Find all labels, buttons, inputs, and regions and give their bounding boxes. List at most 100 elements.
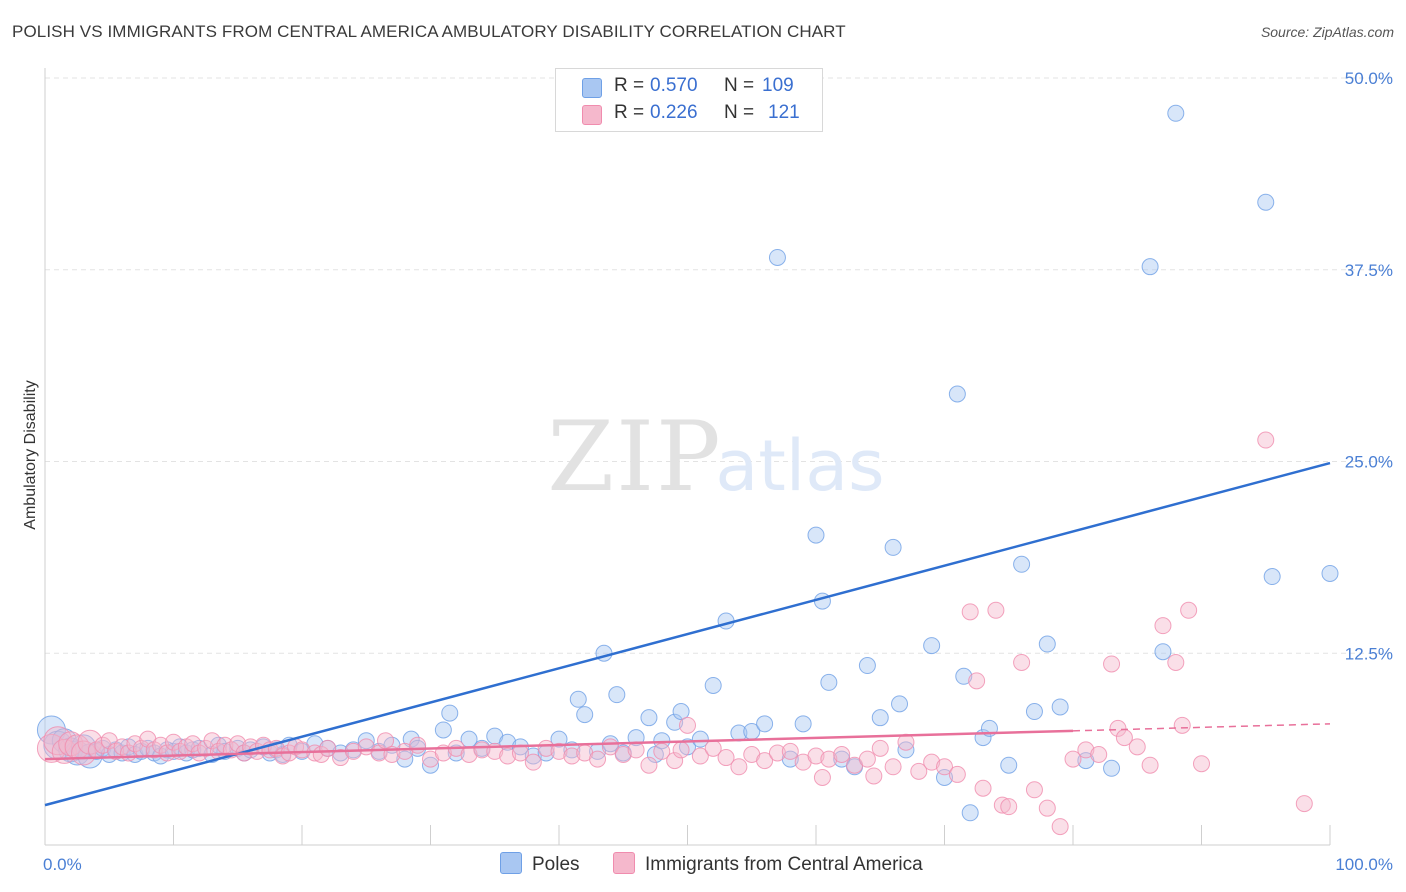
point-0-67 [640,709,658,727]
point-1-94 [936,758,953,776]
tick-labels: 12.5% 25.0% 37.5% 50.0% 0.0% 100.0% [43,69,1393,874]
legend-n-value: 121 [768,102,800,123]
point-0-84 [820,673,838,691]
point-0-89 [884,538,902,556]
point-1-39 [293,741,311,759]
point-0-96 [961,804,979,822]
bottom-legend-swatch-poles [500,852,522,874]
legend-n-label: N = [724,102,755,123]
point-0-79 [768,248,786,266]
point-1-85 [833,745,851,763]
point-1-71 [672,741,690,759]
point-1-112 [1128,738,1146,756]
point-0-55 [524,747,542,765]
point-1-50 [409,736,427,754]
point-1-101 [1000,798,1018,816]
legend: R = 0.570 N = 109 R = 0.226 N = 121 [555,68,823,132]
point-0-105 [1103,759,1121,777]
point-0-88 [871,709,889,727]
point-1-19 [165,733,182,751]
point-1-25 [203,732,221,750]
axes [44,68,1331,846]
legend-swatch-central-america [582,105,602,125]
point-1-22 [184,735,202,753]
point-1-95 [948,765,966,783]
point-1-68 [640,756,658,774]
point-0-102 [1038,635,1056,653]
source-label: Source: ZipAtlas.com [1260,24,1394,40]
bottom-legend-swatch-central-america [613,852,635,874]
point-1-72 [679,716,696,734]
point-0-46 [422,756,439,774]
point-0-95 [955,667,973,685]
point-1-119 [1257,431,1275,449]
point-1-80 [781,742,799,760]
point-0-38 [332,744,350,762]
point-1-61 [550,742,568,760]
point-1-105 [1051,818,1069,836]
legend-r-label: R = [614,75,645,96]
point-1-102 [1013,653,1031,671]
point-1-118 [1193,755,1210,773]
point-0-111 [1167,104,1185,122]
point-1-114 [1154,617,1172,635]
point-0-64 [608,686,626,704]
point-1-87 [858,750,876,768]
point-1-84 [820,750,838,768]
point-0-82 [807,526,825,544]
point-1-96 [961,603,979,621]
point-1-64 [589,750,607,768]
point-1-97 [968,672,986,690]
point-0-94 [948,385,966,403]
point-0-57 [550,730,568,748]
point-0-59 [569,690,587,708]
y-tick-label-1: 25.0% [1345,453,1393,472]
point-1-62 [563,747,581,765]
trend-line-1 [44,729,1074,761]
watermark-atlas: atlas [715,425,884,507]
point-0-108 [1257,193,1275,211]
point-1-29 [229,735,247,753]
point-1-113 [1141,756,1159,774]
point-1-66 [614,745,632,763]
point-0-81 [794,715,812,733]
point-0-99 [1000,756,1018,774]
point-1-100 [993,796,1011,814]
point-1-69 [653,742,671,760]
point-1-117 [1180,601,1198,619]
point-1-110 [1109,719,1127,737]
chart-title: POLISH VS IMMIGRANTS FROM CENTRAL AMERIC… [12,22,846,41]
point-1-76 [730,758,748,776]
watermark-zip: ZIP [547,401,722,513]
point-0-87 [858,657,876,675]
y-tick-label-3: 50.0% [1345,69,1393,88]
point-0-107 [1154,643,1172,661]
point-1-79 [768,744,786,762]
y-axis-label: Ambulatory Disability [22,380,39,529]
point-0-40 [357,732,375,750]
point-1-78 [756,752,774,770]
point-0-90 [891,695,909,713]
point-0-60 [576,706,594,724]
point-1-59 [524,753,542,771]
point-1-106 [1064,750,1082,768]
point-1-115 [1167,653,1185,671]
point-1-75 [717,749,735,767]
x-tick-label-0: 0.0% [43,855,82,874]
point-1-104 [1038,799,1056,817]
point-1-99 [987,601,1005,619]
point-1-92 [910,762,928,780]
point-0-71 [672,703,690,721]
point-1-83 [813,769,831,787]
watermark: ZIP atlas [547,401,884,513]
point-0-106 [1141,258,1159,276]
point-0-101 [1025,703,1043,721]
x-tick-label-1: 100.0% [1335,855,1393,874]
point-1-3 [58,731,84,757]
point-1-57 [499,747,517,765]
point-1-109 [1103,655,1121,673]
grid-lines [45,77,1392,654]
point-1-11 [113,738,131,756]
legend-r-label: R = [614,102,645,123]
